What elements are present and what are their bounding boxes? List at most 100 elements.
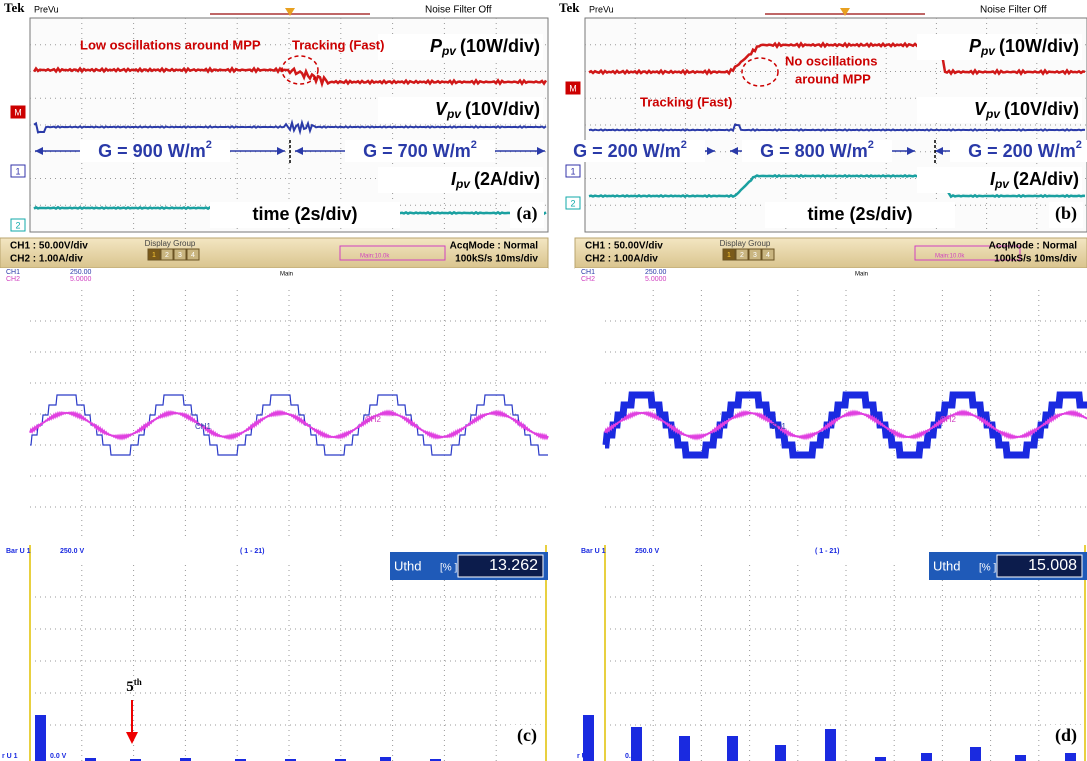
harmonic-axis: r U 1 (577, 753, 593, 760)
scale-ch2-value: 5.0000 (70, 276, 92, 283)
sample-rate: 100kS/s 10ms/div (994, 254, 1077, 265)
trace-label: CH1 (770, 422, 787, 431)
display-group: Display Group (145, 239, 196, 248)
irradiance-label-part: G = 700 W/m (363, 141, 471, 161)
group-button-label: 4 (766, 252, 770, 259)
zoom-label: Main:10.0k (360, 254, 390, 260)
annotation: around MPP (795, 71, 871, 86)
brand: Tek (559, 0, 580, 15)
scale-ch1-value: 250.00 (645, 269, 667, 276)
irradiance-label: G = 900 W/m2 (98, 139, 212, 161)
time-label: time (2s/div) (252, 204, 357, 224)
scale-ch2: CH2 (6, 276, 20, 283)
thd-label: Uthd (394, 558, 421, 573)
scale-ch2-value: 5.0000 (645, 276, 667, 283)
irradiance-label-part: G = 800 W/m (760, 141, 868, 161)
irradiance-label-part: 2 (868, 139, 874, 151)
figure: TekPreVuNoise Filter OffM12Ppv(10W/div)V… (0, 0, 1087, 761)
channel-label-part: (10W/div) (460, 36, 540, 56)
scale-ch2: CH2 (581, 276, 595, 283)
irradiance-label: G = 200 W/m2 (968, 139, 1082, 161)
harmonic-axis-value: 0.0 V (625, 753, 642, 760)
harmonic-axis-value: 0.0 V (50, 753, 67, 760)
channel-marker-label: 2 (570, 198, 575, 208)
scale-ch1-value: 250.00 (70, 269, 92, 276)
channel-label-part: (10W/div) (999, 36, 1079, 56)
irradiance-label: G = 700 W/m2 (363, 139, 477, 161)
acq-mode: AcqMode : Normal (450, 241, 539, 252)
channel-label-part: (2A/div) (1013, 169, 1079, 189)
mode: PreVu (34, 4, 59, 14)
harmonic-bar (1065, 753, 1076, 761)
channel-label-part: (10V/div) (465, 99, 540, 119)
channel-marker-label: 2 (15, 220, 20, 230)
trigger-mark (285, 8, 295, 16)
ch1-setting: CH1 : 50.00V/div (585, 241, 663, 252)
display-group: Display Group (720, 239, 771, 248)
group-button-label: 2 (165, 252, 169, 259)
annotation: No oscillations (785, 53, 877, 68)
group-button-label: 1 (152, 252, 156, 259)
irradiance-label: G = 200 W/m2 (573, 139, 687, 161)
harmonic-marker: 5th (126, 677, 142, 695)
channel-label-part: pv (980, 44, 996, 58)
scale-ch1: CH1 (6, 269, 20, 276)
harmonic-marker-part: 5 (126, 679, 134, 695)
harmonic-marker-part: th (134, 677, 142, 687)
annotation: Tracking (Fast) (640, 94, 732, 109)
channel-label-part: pv (441, 44, 457, 58)
channel-marker-label: M (569, 83, 577, 93)
irradiance-label-part: 2 (471, 139, 477, 151)
group-button-label: 3 (178, 252, 182, 259)
irradiance-label-part: 2 (681, 139, 687, 151)
group-button-label: 3 (753, 252, 757, 259)
marker-arrow-head (126, 732, 138, 744)
harmonic-bar (727, 736, 738, 761)
trace-label: CH2 (940, 415, 957, 424)
harmonic-range: 250.0 V (60, 548, 84, 555)
irradiance-label-part: G = 200 W/m (968, 141, 1076, 161)
harmonic-bar (921, 753, 932, 761)
harmonic-bar (1015, 755, 1026, 761)
harmonic-bar (35, 715, 46, 761)
channel-label-part: pv (994, 177, 1010, 191)
harmonic-bar-label: Bar U 1 (581, 548, 606, 555)
filter: Noise Filter Off (425, 5, 492, 16)
channel-marker-label: M (14, 107, 22, 117)
group-button-label: 4 (191, 252, 195, 259)
irradiance-label: G = 800 W/m2 (760, 139, 874, 161)
acq-mode: AcqMode : Normal (989, 241, 1078, 252)
channel-label-part: pv (446, 107, 462, 121)
channel-label-part: pv (985, 107, 1001, 121)
group-button-label: 2 (740, 252, 744, 259)
harmonic-orders: ( 1 - 21) (240, 548, 265, 555)
thd-unit: [% ] (979, 563, 996, 574)
scale-main: Main (280, 272, 293, 278)
scale-main: Main (855, 272, 868, 278)
channel-label-part: pv (455, 177, 471, 191)
irradiance-label-part: G = 200 W/m (573, 141, 681, 161)
panel-tag: (d) (1055, 725, 1077, 746)
harmonic-bar (875, 757, 886, 761)
harmonic-bar (775, 745, 786, 761)
harmonic-bar (970, 747, 981, 761)
group-button-label: 1 (727, 252, 731, 259)
thd-value: 15.008 (1028, 557, 1077, 574)
irradiance-label-part: G = 900 W/m (98, 141, 206, 161)
harmonic-bar (679, 736, 690, 761)
harmonic-orders: ( 1 - 21) (815, 548, 840, 555)
channel-marker-label: 1 (570, 166, 575, 176)
time-label: time (2s/div) (807, 204, 912, 224)
panel-tag: (a) (517, 203, 538, 224)
channel-label-part: (10V/div) (1004, 99, 1079, 119)
zoom-label: Main:10.0k (935, 254, 965, 260)
ch2-setting: CH2 : 1.00A/div (10, 254, 83, 265)
thd-value: 13.262 (489, 557, 538, 574)
annotation: Low oscillations around MPP (80, 37, 261, 52)
sample-rate: 100kS/s 10ms/div (455, 254, 538, 265)
harmonic-range: 250.0 V (635, 548, 659, 555)
trace-label: CH2 (365, 415, 382, 424)
harmonic-bar (380, 757, 391, 761)
harmonic-axis: r U 1 (2, 753, 18, 760)
annotation: Tracking (Fast) (292, 37, 384, 52)
